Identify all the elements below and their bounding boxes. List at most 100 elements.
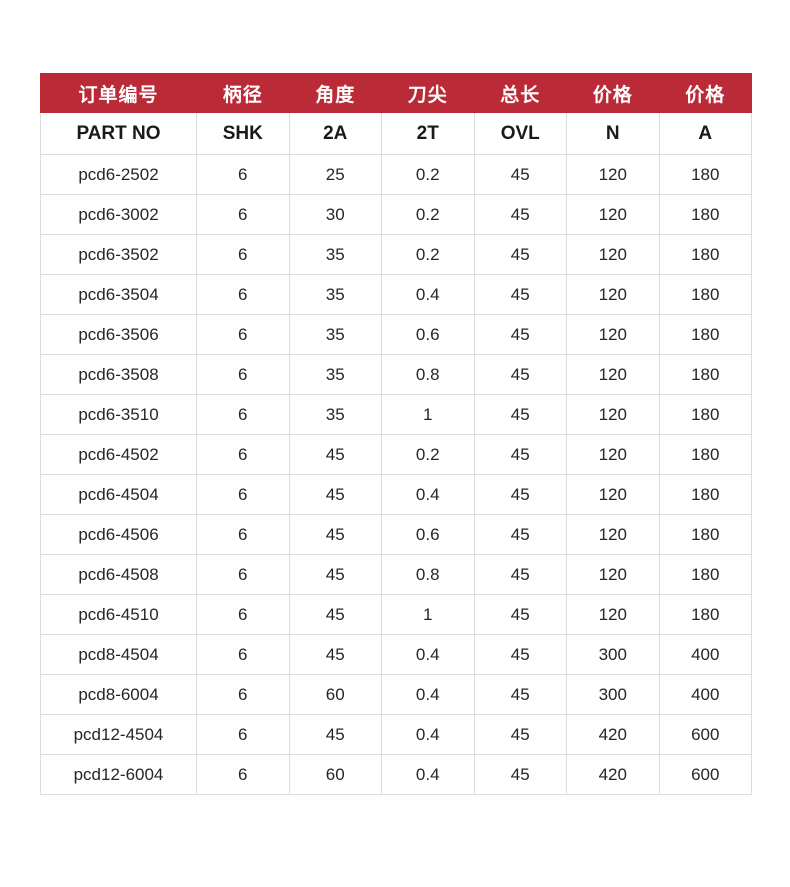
value-cell: 6 [196,394,290,435]
part-no-cell: pcd6-4510 [40,594,197,635]
value-cell: 45 [288,634,382,675]
part-no-cell: pcd12-4504 [40,714,197,755]
value-cell: 6 [196,154,290,195]
value-cell: 0.4 [381,474,475,515]
value-cell: 30 [288,194,382,235]
value-cell: 45 [473,194,567,235]
value-cell: 35 [288,274,382,315]
part-no-cell: pcd8-6004 [40,674,197,715]
value-cell: 0.6 [381,514,475,555]
value-cell: 0.4 [381,274,475,315]
value-cell: 0.4 [381,754,475,795]
table-row: pcd6-2502 6 25 0.2 45 120 180 [40,154,752,195]
value-cell: 120 [566,554,660,595]
value-cell: 45 [473,554,567,595]
table-header-cell-cn: 订单编号 [40,73,197,113]
value-cell: 45 [288,714,382,755]
value-cell: 6 [196,634,290,675]
value-cell: 45 [473,274,567,315]
value-cell: 45 [473,754,567,795]
table-header-row-cn: 订单编号 柄径 角度 刀尖 总长 价格 价格 [40,73,752,113]
value-cell: 180 [658,194,752,235]
value-cell: 180 [658,554,752,595]
value-cell: 0.6 [381,314,475,355]
value-cell: 120 [566,514,660,555]
value-cell: 60 [288,754,382,795]
value-cell: 6 [196,554,290,595]
part-no-cell: pcd12-6004 [40,754,197,795]
value-cell: 6 [196,474,290,515]
table-row: pcd6-4502 6 45 0.2 45 120 180 [40,434,752,475]
table-row: pcd6-3510 6 35 1 45 120 180 [40,394,752,435]
value-cell: 45 [473,714,567,755]
value-cell: 120 [566,274,660,315]
value-cell: 0.2 [381,194,475,235]
part-no-cell: pcd6-3002 [40,194,197,235]
value-cell: 120 [566,234,660,275]
table-head: 订单编号 柄径 角度 刀尖 总长 价格 价格 PART NO SHK 2A 2T OVL N A [40,73,752,155]
value-cell: 6 [196,354,290,395]
value-cell: 0.8 [381,354,475,395]
value-cell: 45 [473,514,567,555]
table-header-cell-en: A [658,112,752,155]
table-row: pcd6-3502 6 35 0.2 45 120 180 [40,234,752,275]
part-no-cell: pcd6-2502 [40,154,197,195]
value-cell: 180 [658,594,752,635]
value-cell: 180 [658,314,752,355]
value-cell: 45 [473,434,567,475]
value-cell: 0.8 [381,554,475,595]
value-cell: 120 [566,594,660,635]
value-cell: 35 [288,314,382,355]
value-cell: 6 [196,434,290,475]
value-cell: 45 [473,314,567,355]
value-cell: 1 [381,594,475,635]
value-cell: 120 [566,154,660,195]
value-cell: 6 [196,194,290,235]
table-header-cell-en: OVL [473,112,567,155]
value-cell: 6 [196,274,290,315]
value-cell: 420 [566,754,660,795]
value-cell: 0.4 [381,634,475,675]
table-body: pcd6-2502 6 25 0.2 45 120 180 pcd6-3002 6 30 0.2 45… [40,154,752,795]
table-row: pcd8-4504 6 45 0.4 45 300 400 [40,634,752,675]
value-cell: 45 [288,594,382,635]
table-row: pcd6-3504 6 35 0.4 45 120 180 [40,274,752,315]
value-cell: 6 [196,714,290,755]
table-row: pcd6-4510 6 45 1 45 120 180 [40,594,752,635]
value-cell: 45 [288,514,382,555]
part-no-cell: pcd6-4504 [40,474,197,515]
value-cell: 1 [381,394,475,435]
value-cell: 45 [288,434,382,475]
part-no-cell: pcd6-3502 [40,234,197,275]
table-header-cell-en: 2T [381,112,475,155]
value-cell: 0.2 [381,154,475,195]
value-cell: 45 [473,354,567,395]
price-table: 订单编号 柄径 角度 刀尖 总长 价格 价格 PART NO SHK 2A 2T OVL N A pcd… [40,73,752,795]
table-header-row-en: PART NO SHK 2A 2T OVL N A [40,112,752,155]
value-cell: 180 [658,154,752,195]
value-cell: 45 [473,474,567,515]
value-cell: 180 [658,394,752,435]
part-no-cell: pcd6-3506 [40,314,197,355]
part-no-cell: pcd6-3508 [40,354,197,395]
table-header-cell-cn: 价格 [566,73,660,113]
part-no-cell: pcd6-3504 [40,274,197,315]
value-cell: 400 [658,634,752,675]
value-cell: 120 [566,354,660,395]
part-no-cell: pcd6-4508 [40,554,197,595]
part-no-cell: pcd6-3510 [40,394,197,435]
value-cell: 400 [658,674,752,715]
value-cell: 120 [566,434,660,475]
table-header-cell-cn: 刀尖 [381,73,475,113]
value-cell: 35 [288,234,382,275]
value-cell: 0.2 [381,234,475,275]
table-row: pcd12-6004 6 60 0.4 45 420 600 [40,754,752,795]
table-header-cell-en: 2A [288,112,382,155]
value-cell: 120 [566,194,660,235]
table-header-cell-cn: 角度 [288,73,382,113]
part-no-cell: pcd6-4506 [40,514,197,555]
value-cell: 120 [566,314,660,355]
table-header-cell-cn: 价格 [658,73,752,113]
value-cell: 300 [566,634,660,675]
value-cell: 420 [566,714,660,755]
